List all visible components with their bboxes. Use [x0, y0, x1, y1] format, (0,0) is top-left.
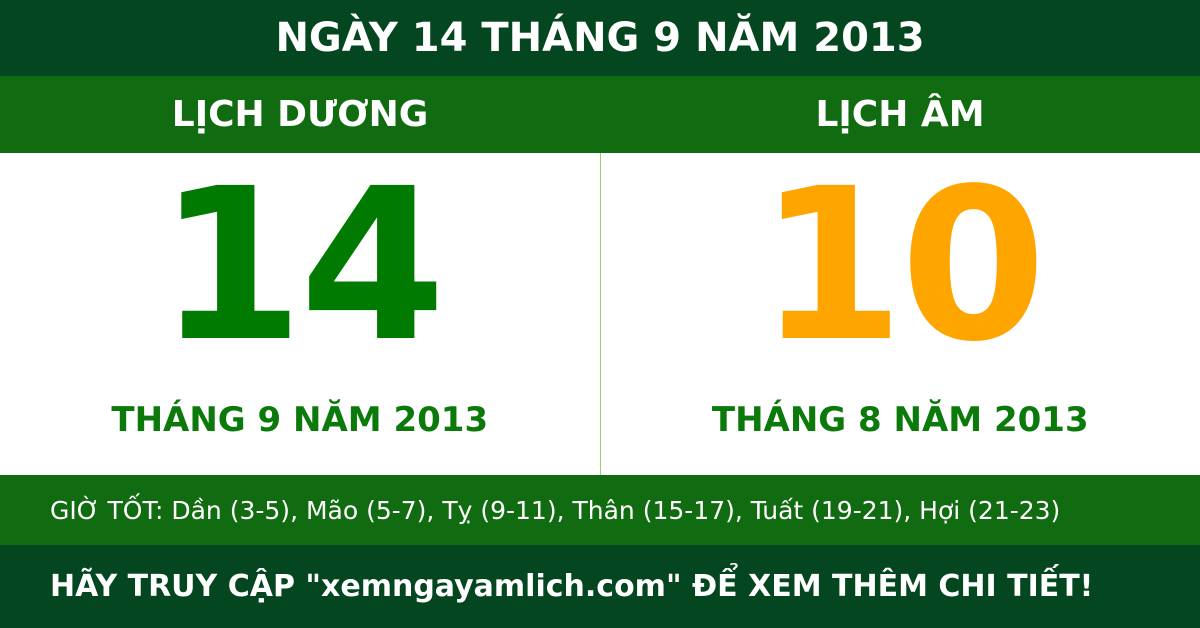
calendar-headers: LỊCH DƯƠNG LỊCH ÂM [0, 76, 1200, 153]
solar-column: 14 THÁNG 9 NĂM 2013 [0, 153, 600, 475]
good-hours: GIỜ TỐT: Dần (3-5), Mão (5-7), Tỵ (9-11)… [0, 475, 1200, 545]
solar-day: 14 [157, 143, 446, 388]
lunar-day: 10 [758, 143, 1046, 388]
lunar-column: 10 THÁNG 8 NĂM 2013 [599, 143, 1200, 475]
footer-cta: HÃY TRUY CẬP "xemngayamlich.com" ĐỂ XEM … [0, 545, 1200, 628]
lunar-calendar-label: LỊCH ÂM [815, 94, 985, 135]
lunar-month-year: THÁNG 8 NĂM 2013 [711, 400, 1089, 440]
page-title: NGÀY 14 THÁNG 9 NĂM 2013 [0, 0, 1200, 76]
calendar-body: 14 THÁNG 9 NĂM 2013 10 THÁNG 8 NĂM 2013 [0, 153, 1200, 475]
solar-month-year: THÁNG 9 NĂM 2013 [111, 400, 489, 440]
solar-calendar-label: LỊCH DƯƠNG [171, 94, 429, 135]
